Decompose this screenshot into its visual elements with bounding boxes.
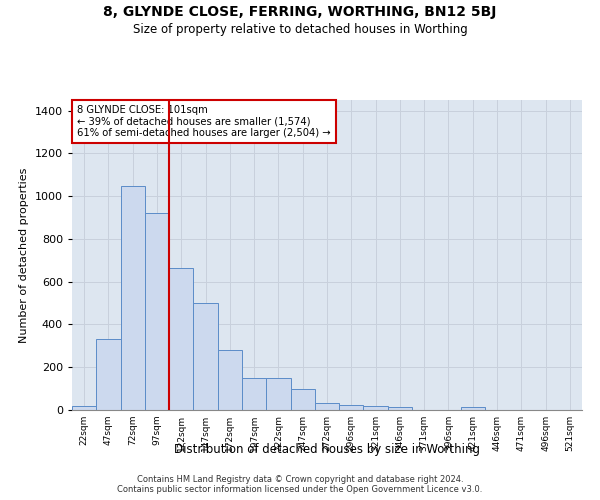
Bar	[145, 214, 169, 410]
Bar	[96, 340, 121, 410]
Bar	[266, 378, 290, 410]
Text: Contains HM Land Registry data © Crown copyright and database right 2024.
Contai: Contains HM Land Registry data © Crown c…	[118, 475, 482, 494]
Bar	[193, 303, 218, 410]
Bar	[72, 406, 96, 410]
Bar	[290, 388, 315, 410]
Bar	[315, 402, 339, 410]
Bar	[364, 406, 388, 410]
Bar	[388, 407, 412, 410]
Text: 8 GLYNDE CLOSE: 101sqm
← 39% of detached houses are smaller (1,574)
61% of semi-: 8 GLYNDE CLOSE: 101sqm ← 39% of detached…	[77, 104, 331, 138]
Bar	[121, 186, 145, 410]
Text: Size of property relative to detached houses in Worthing: Size of property relative to detached ho…	[133, 22, 467, 36]
Text: 8, GLYNDE CLOSE, FERRING, WORTHING, BN12 5BJ: 8, GLYNDE CLOSE, FERRING, WORTHING, BN12…	[103, 5, 497, 19]
Bar	[218, 350, 242, 410]
Bar	[339, 404, 364, 410]
Bar	[461, 408, 485, 410]
Y-axis label: Number of detached properties: Number of detached properties	[19, 168, 29, 342]
Bar	[169, 268, 193, 410]
Bar	[242, 378, 266, 410]
Text: Distribution of detached houses by size in Worthing: Distribution of detached houses by size …	[174, 442, 480, 456]
